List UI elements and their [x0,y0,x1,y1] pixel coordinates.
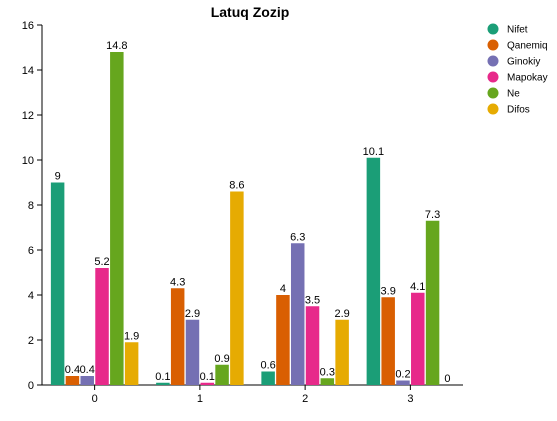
bar [411,292,425,385]
bar [366,157,381,385]
legend-label: Qanemiq [507,41,548,52]
legend-label: Mapokay [507,73,548,84]
data-label: 2.9 [185,308,200,320]
data-label: 10.1 [363,146,384,158]
y-tick-label: 10 [22,155,34,167]
legend-swatch [487,39,499,51]
bar [200,382,215,385]
data-label: 0.1 [200,371,215,383]
bar [124,342,139,385]
x-tick-label: 3 [407,393,413,405]
y-tick-label: 14 [22,65,34,77]
bar [95,268,109,385]
data-label: 2.9 [334,308,349,320]
bar [65,376,80,385]
legend-swatch [487,71,499,83]
data-label: 9 [55,171,61,183]
y-tick-label: 4 [28,290,34,302]
legend-swatch [487,87,499,99]
data-label: 0.4 [65,364,80,376]
data-label: 0.3 [320,366,335,378]
data-label: 14.8 [106,40,127,52]
legend-swatch [487,55,499,67]
bar [230,191,244,385]
x-tick-label: 1 [197,393,203,405]
x-tick-label: 0 [92,393,98,405]
y-tick-label: 12 [22,110,34,122]
y-tick-label: 2 [28,335,34,347]
data-label: 0.4 [80,364,95,376]
bar [425,220,440,385]
data-label: 4.3 [170,276,185,288]
bar [80,376,94,385]
data-label: 7.3 [425,209,440,221]
data-label: 0 [444,373,450,385]
data-label: 5.2 [94,256,109,268]
bar [396,380,410,385]
bar [185,319,200,385]
data-label: 0.1 [155,371,170,383]
data-label: 3.9 [381,285,396,297]
bar [320,378,335,385]
legend-label: Ginokiy [507,57,540,68]
bar [381,297,395,385]
data-label: 4 [280,283,286,295]
bar [50,182,65,385]
data-label: 8.6 [229,180,244,192]
data-label: 6.3 [290,231,305,243]
legend-label: Nifet [507,25,528,36]
bar [335,319,349,385]
bar [290,243,305,385]
data-label: 0.9 [214,353,229,365]
bar [156,382,170,385]
y-tick-label: 16 [22,20,34,32]
bar [261,371,275,385]
legend: Nifet Qanemiq Ginokiy Mapokay Ne Difos [487,23,548,116]
data-label: 0.2 [395,369,410,381]
legend-label: Difos [507,105,530,116]
bar [305,306,320,385]
legend-label: Ne [507,89,520,100]
bar [276,295,290,385]
legend-swatch [487,23,499,35]
y-tick-label: 8 [28,200,34,212]
x-tick-label: 2 [302,393,308,405]
y-tick-label: 6 [28,245,34,257]
data-label: 0.6 [260,360,275,372]
data-label: 3.5 [305,294,320,306]
bar [215,364,229,385]
y-tick-label: 0 [28,380,34,392]
legend-swatch [487,103,499,115]
data-label: 4.1 [410,281,425,293]
data-label: 1.9 [124,330,139,342]
bar [110,52,124,385]
chart-title: Latuq Zozip [211,4,290,20]
bar [170,288,185,385]
